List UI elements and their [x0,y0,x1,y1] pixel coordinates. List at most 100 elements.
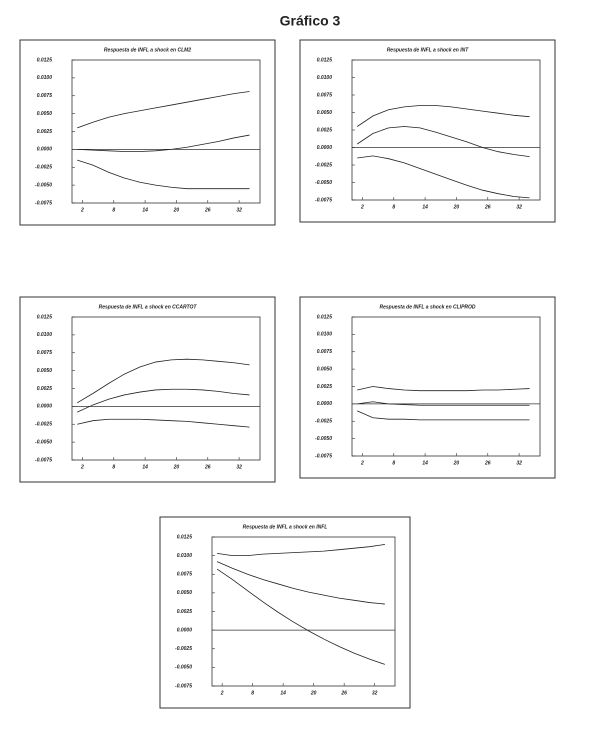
line [77,159,250,190]
y-tick-label: 0.0025 [37,129,53,135]
y-tick-label: 0.0125 [37,314,53,320]
x-tick-label: 2 [80,207,84,213]
x-tick-label: 14 [422,204,428,210]
x-tick-label: 26 [204,207,211,213]
x-tick-label: 8 [392,204,395,210]
y-tick-label: 0.0050 [37,368,53,374]
line [217,544,385,557]
y-tick-label: 0.0025 [37,386,53,392]
x-tick-label: 32 [236,464,242,470]
x-tick-label: 26 [484,460,491,466]
line [77,388,250,413]
y-tick-label: -0.0025 [35,165,52,171]
y-tick-label: -0.0050 [315,436,332,442]
y-tick-label: -0.0050 [315,180,332,186]
x-tick-label: 20 [310,690,317,696]
y-tick-label: 0.0025 [317,127,333,133]
x-tick-label: 26 [340,690,347,696]
chart-title: Respuesta de INFL a shock en CCARTOT [99,304,198,310]
line [356,126,530,157]
line [357,401,530,406]
y-tick-label: 0.0050 [37,111,53,117]
x-tick-label: 32 [236,207,242,213]
x-tick-label: 32 [516,204,522,210]
y-tick-label: -0.0050 [35,439,52,445]
y-tick-label: 0.0100 [37,75,53,81]
panel-frame [19,296,276,483]
y-tick-label: 0.0125 [317,314,333,320]
y-tick-label: 0.0025 [177,609,193,615]
y-tick-label: 0.0050 [317,110,333,116]
x-tick-label: 14 [422,460,428,466]
y-tick-label: 0.0075 [317,349,333,355]
x-tick-label: 2 [360,460,364,466]
page-title: Gráfico 3 [280,13,341,29]
x-tick-label: 8 [251,690,254,696]
plot-area [71,59,261,204]
panel-frame [159,516,411,709]
y-tick-label: -0.0050 [35,182,52,188]
x-tick-label: 8 [392,460,395,466]
x-tick-label: 14 [142,207,148,213]
y-tick-label: 0.0075 [37,350,53,356]
plot-area [211,536,396,687]
y-tick-label: 0.0100 [177,553,193,559]
y-tick-label: 0.0075 [37,93,53,99]
line [357,386,530,392]
line [216,568,385,665]
chart-title: Respuesta de INFL a shock en CLM2 [104,47,191,53]
panel-frame [299,39,556,223]
line [77,134,250,152]
y-tick-label: 0.0000 [37,147,53,153]
x-tick-label: 32 [372,690,378,696]
line [356,105,530,127]
y-tick-label: 0.0075 [177,572,193,578]
y-tick-label: 0.0075 [317,92,333,98]
x-tick-label: 8 [112,464,115,470]
panel-frame [19,39,276,226]
y-tick-label: -0.0025 [315,162,332,168]
line [357,155,530,199]
y-tick-label: 0.0050 [317,366,333,372]
y-tick-label: -0.0025 [315,419,332,425]
x-tick-label: 14 [280,690,286,696]
chart-title: Respuesta de INFL a shock en INT [387,47,470,53]
y-tick-label: -0.0075 [315,197,332,203]
plot-area [351,59,541,201]
x-tick-label: 14 [142,464,148,470]
y-tick-label: 0.0000 [37,404,53,410]
line [357,410,530,421]
y-tick-label: 0.0000 [317,401,333,407]
y-tick-label: -0.0025 [175,646,192,652]
y-tick-label: 0.0100 [37,332,53,338]
x-tick-label: 8 [112,207,115,213]
x-tick-label: 26 [204,464,211,470]
x-tick-label: 20 [173,464,180,470]
y-tick-label: -0.0075 [315,453,332,459]
y-tick-label: -0.0075 [35,457,52,463]
plot-area [351,316,541,457]
y-tick-label: -0.0025 [35,422,52,428]
line [77,358,250,404]
panel-frame [299,296,556,479]
x-tick-label: 20 [453,204,460,210]
y-tick-label: -0.0075 [175,683,192,689]
line [77,418,250,428]
y-tick-label: -0.0075 [35,200,52,206]
y-tick-label: -0.0050 [175,665,192,671]
x-tick-label: 20 [453,460,460,466]
y-tick-label: 0.0025 [317,384,333,390]
y-tick-label: 0.0100 [317,75,333,81]
y-tick-label: 0.0125 [37,57,53,63]
y-tick-label: 0.0000 [177,627,193,633]
x-tick-label: 26 [484,204,491,210]
x-tick-label: 2 [360,204,364,210]
line [216,561,385,605]
x-tick-label: 2 [220,690,224,696]
x-tick-label: 32 [516,460,522,466]
x-tick-label: 20 [173,207,180,213]
y-tick-label: 0.0050 [177,590,193,596]
x-tick-label: 2 [80,464,84,470]
y-tick-label: 0.0100 [317,332,333,338]
